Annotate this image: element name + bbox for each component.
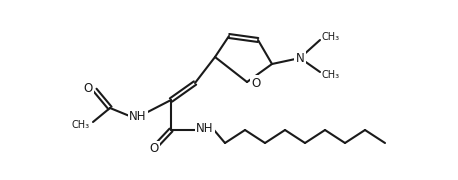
Text: N: N: [295, 51, 305, 64]
Text: O: O: [251, 76, 260, 89]
Text: NH: NH: [196, 123, 214, 136]
Text: CH₃: CH₃: [322, 70, 340, 80]
Text: CH₃: CH₃: [322, 32, 340, 42]
Text: O: O: [149, 143, 158, 156]
Text: CH₃: CH₃: [72, 120, 90, 130]
Text: O: O: [84, 82, 93, 94]
Text: NH: NH: [129, 111, 147, 123]
